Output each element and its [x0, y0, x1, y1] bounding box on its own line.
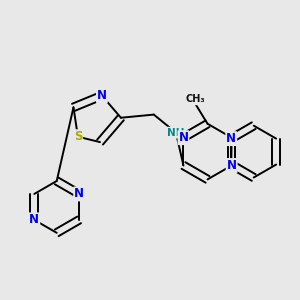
Text: S: S	[74, 130, 82, 143]
Text: N: N	[178, 131, 188, 144]
Text: N: N	[97, 89, 107, 102]
Text: CH₃: CH₃	[186, 94, 205, 104]
Text: NH: NH	[167, 128, 185, 138]
Text: N: N	[226, 159, 237, 172]
Text: N: N	[29, 213, 39, 226]
Text: N: N	[226, 132, 236, 145]
Text: N: N	[74, 188, 84, 200]
